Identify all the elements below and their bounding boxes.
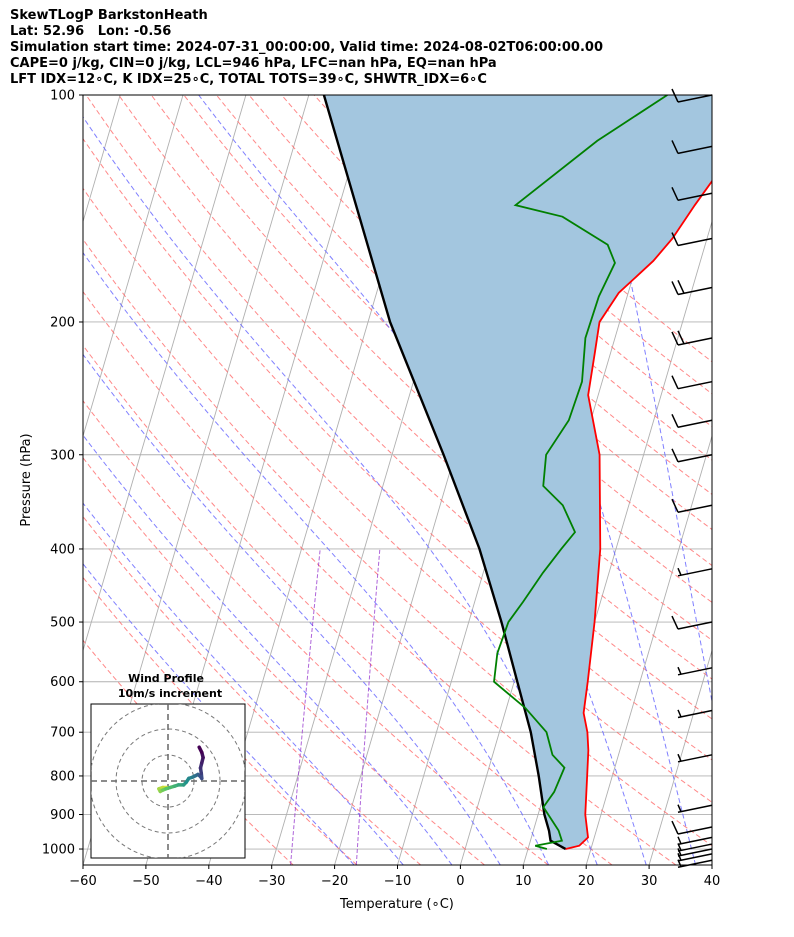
wind-barb — [677, 567, 713, 577]
title-indices-1: CAPE=0 j/kg, CIN=0 j/kg, LCL=946 hPa, LF… — [10, 56, 497, 71]
wind-barb — [677, 843, 713, 852]
x-tick-label: 30 — [641, 874, 658, 889]
y-tick-label: 200 — [50, 315, 75, 330]
hodo-segment — [197, 745, 204, 755]
wind-profile-inset: Wind Profile 10m/s increment — [90, 672, 246, 859]
wind-barb — [677, 804, 713, 814]
x-tick-label: 10 — [515, 874, 532, 889]
moist-adiabat — [83, 563, 355, 865]
x-tick-label: −40 — [195, 874, 222, 889]
profile-lines — [322, 95, 712, 851]
y-tick-label: 100 — [50, 89, 75, 104]
dry-adiabat — [83, 344, 613, 865]
x-tick-label: −60 — [69, 874, 96, 889]
wind-barb — [677, 753, 713, 763]
x-tick-label: −10 — [384, 874, 411, 889]
x-tick-label: 20 — [578, 874, 595, 889]
isotherm-line — [648, 648, 712, 865]
wind-barb — [671, 615, 713, 630]
wind-barb — [671, 413, 713, 428]
dry-adiabat — [83, 238, 712, 847]
title-location: Lat: 52.96 Lon: -0.56 — [10, 24, 172, 39]
dry-adiabat — [83, 515, 422, 865]
moist-adiabat — [83, 502, 404, 865]
dry-adiabat — [83, 399, 549, 865]
isotherm-line — [711, 863, 712, 865]
isotherm-line — [585, 434, 712, 865]
cin-shading — [323, 95, 712, 850]
wind-barb — [671, 448, 713, 463]
x-axis-label: Temperature (∘C) — [339, 897, 454, 912]
moist-adiabat — [585, 95, 712, 704]
y-tick-label: 400 — [50, 542, 75, 557]
wind-barb — [671, 279, 713, 296]
dry-adiabat — [83, 137, 712, 761]
temperature-line — [565, 179, 712, 850]
inset-subtitle: 10m/s increment — [118, 687, 222, 700]
wind-barb — [671, 88, 713, 103]
axes: −60 −50 −40 −30 −20 −10 0 10 20 30 40 100 200 300 400 5… — [42, 89, 720, 890]
wind-barb — [671, 232, 713, 247]
moist-adiabat — [83, 353, 501, 865]
mixing-ratio-line — [290, 548, 321, 865]
wind-barb — [671, 375, 713, 390]
title-station: SkewTLogP BarkstonHeath — [10, 8, 208, 23]
dewpoint-line — [493, 95, 668, 850]
wind-barb — [671, 820, 713, 835]
wind-barb — [677, 853, 713, 862]
wind-barb — [671, 140, 713, 155]
title-indices-2: LFT IDX=12∘C, K IDX=25∘C, TOTAL TOTS=39∘… — [10, 72, 487, 87]
x-tick-label: 40 — [704, 874, 721, 889]
wind-barb — [677, 859, 713, 869]
wind-barb — [671, 330, 713, 346]
cin-area — [323, 95, 712, 850]
dry-adiabat — [85, 95, 712, 720]
x-tick-label: −30 — [258, 874, 285, 889]
wind-barb — [671, 498, 713, 513]
mixing-ratio-line — [355, 548, 381, 865]
wind-barb — [677, 709, 713, 719]
y-tick-label: 300 — [50, 448, 75, 463]
isotherm-line — [83, 95, 184, 438]
wind-barb — [677, 836, 713, 846]
dry-adiabat — [83, 456, 485, 865]
dry-adiabat — [118, 95, 712, 680]
y-tick-label: 800 — [50, 769, 75, 784]
wind-barb — [677, 666, 713, 676]
x-tick-label: −20 — [321, 874, 348, 889]
y-tick-label: 500 — [50, 616, 75, 631]
x-tick-label: 0 — [456, 874, 464, 889]
plot-area: −60 −50 −40 −30 −20 −10 0 10 20 30 40 100 200 300 400 5… — [19, 88, 720, 913]
moist-adiabat — [83, 434, 453, 865]
inset-title: Wind Profile — [128, 672, 204, 685]
isotherm-line — [83, 95, 247, 653]
chart-header: SkewTLogP BarkstonHeath Lat: 52.96 Lon: … — [10, 8, 603, 88]
dry-adiabat — [281, 95, 712, 496]
wind-barb — [677, 848, 713, 857]
moist-adiabat — [83, 251, 550, 865]
dry-adiabat — [313, 95, 712, 461]
y-tick-label: 1000 — [42, 843, 75, 858]
y-tick-label: 700 — [50, 726, 75, 741]
y-tick-label: 900 — [50, 808, 75, 823]
hodo-layer — [91, 704, 245, 858]
wind-barbs — [671, 88, 713, 869]
title-times: Simulation start time: 2024-07-31_00:00:… — [10, 40, 603, 55]
dry-adiabat — [83, 290, 677, 865]
wind-barb — [671, 186, 713, 202]
y-axis-label: Pressure (hPa) — [19, 433, 34, 526]
x-tick-label: −50 — [132, 874, 159, 889]
y-tick-label: 600 — [50, 675, 75, 690]
